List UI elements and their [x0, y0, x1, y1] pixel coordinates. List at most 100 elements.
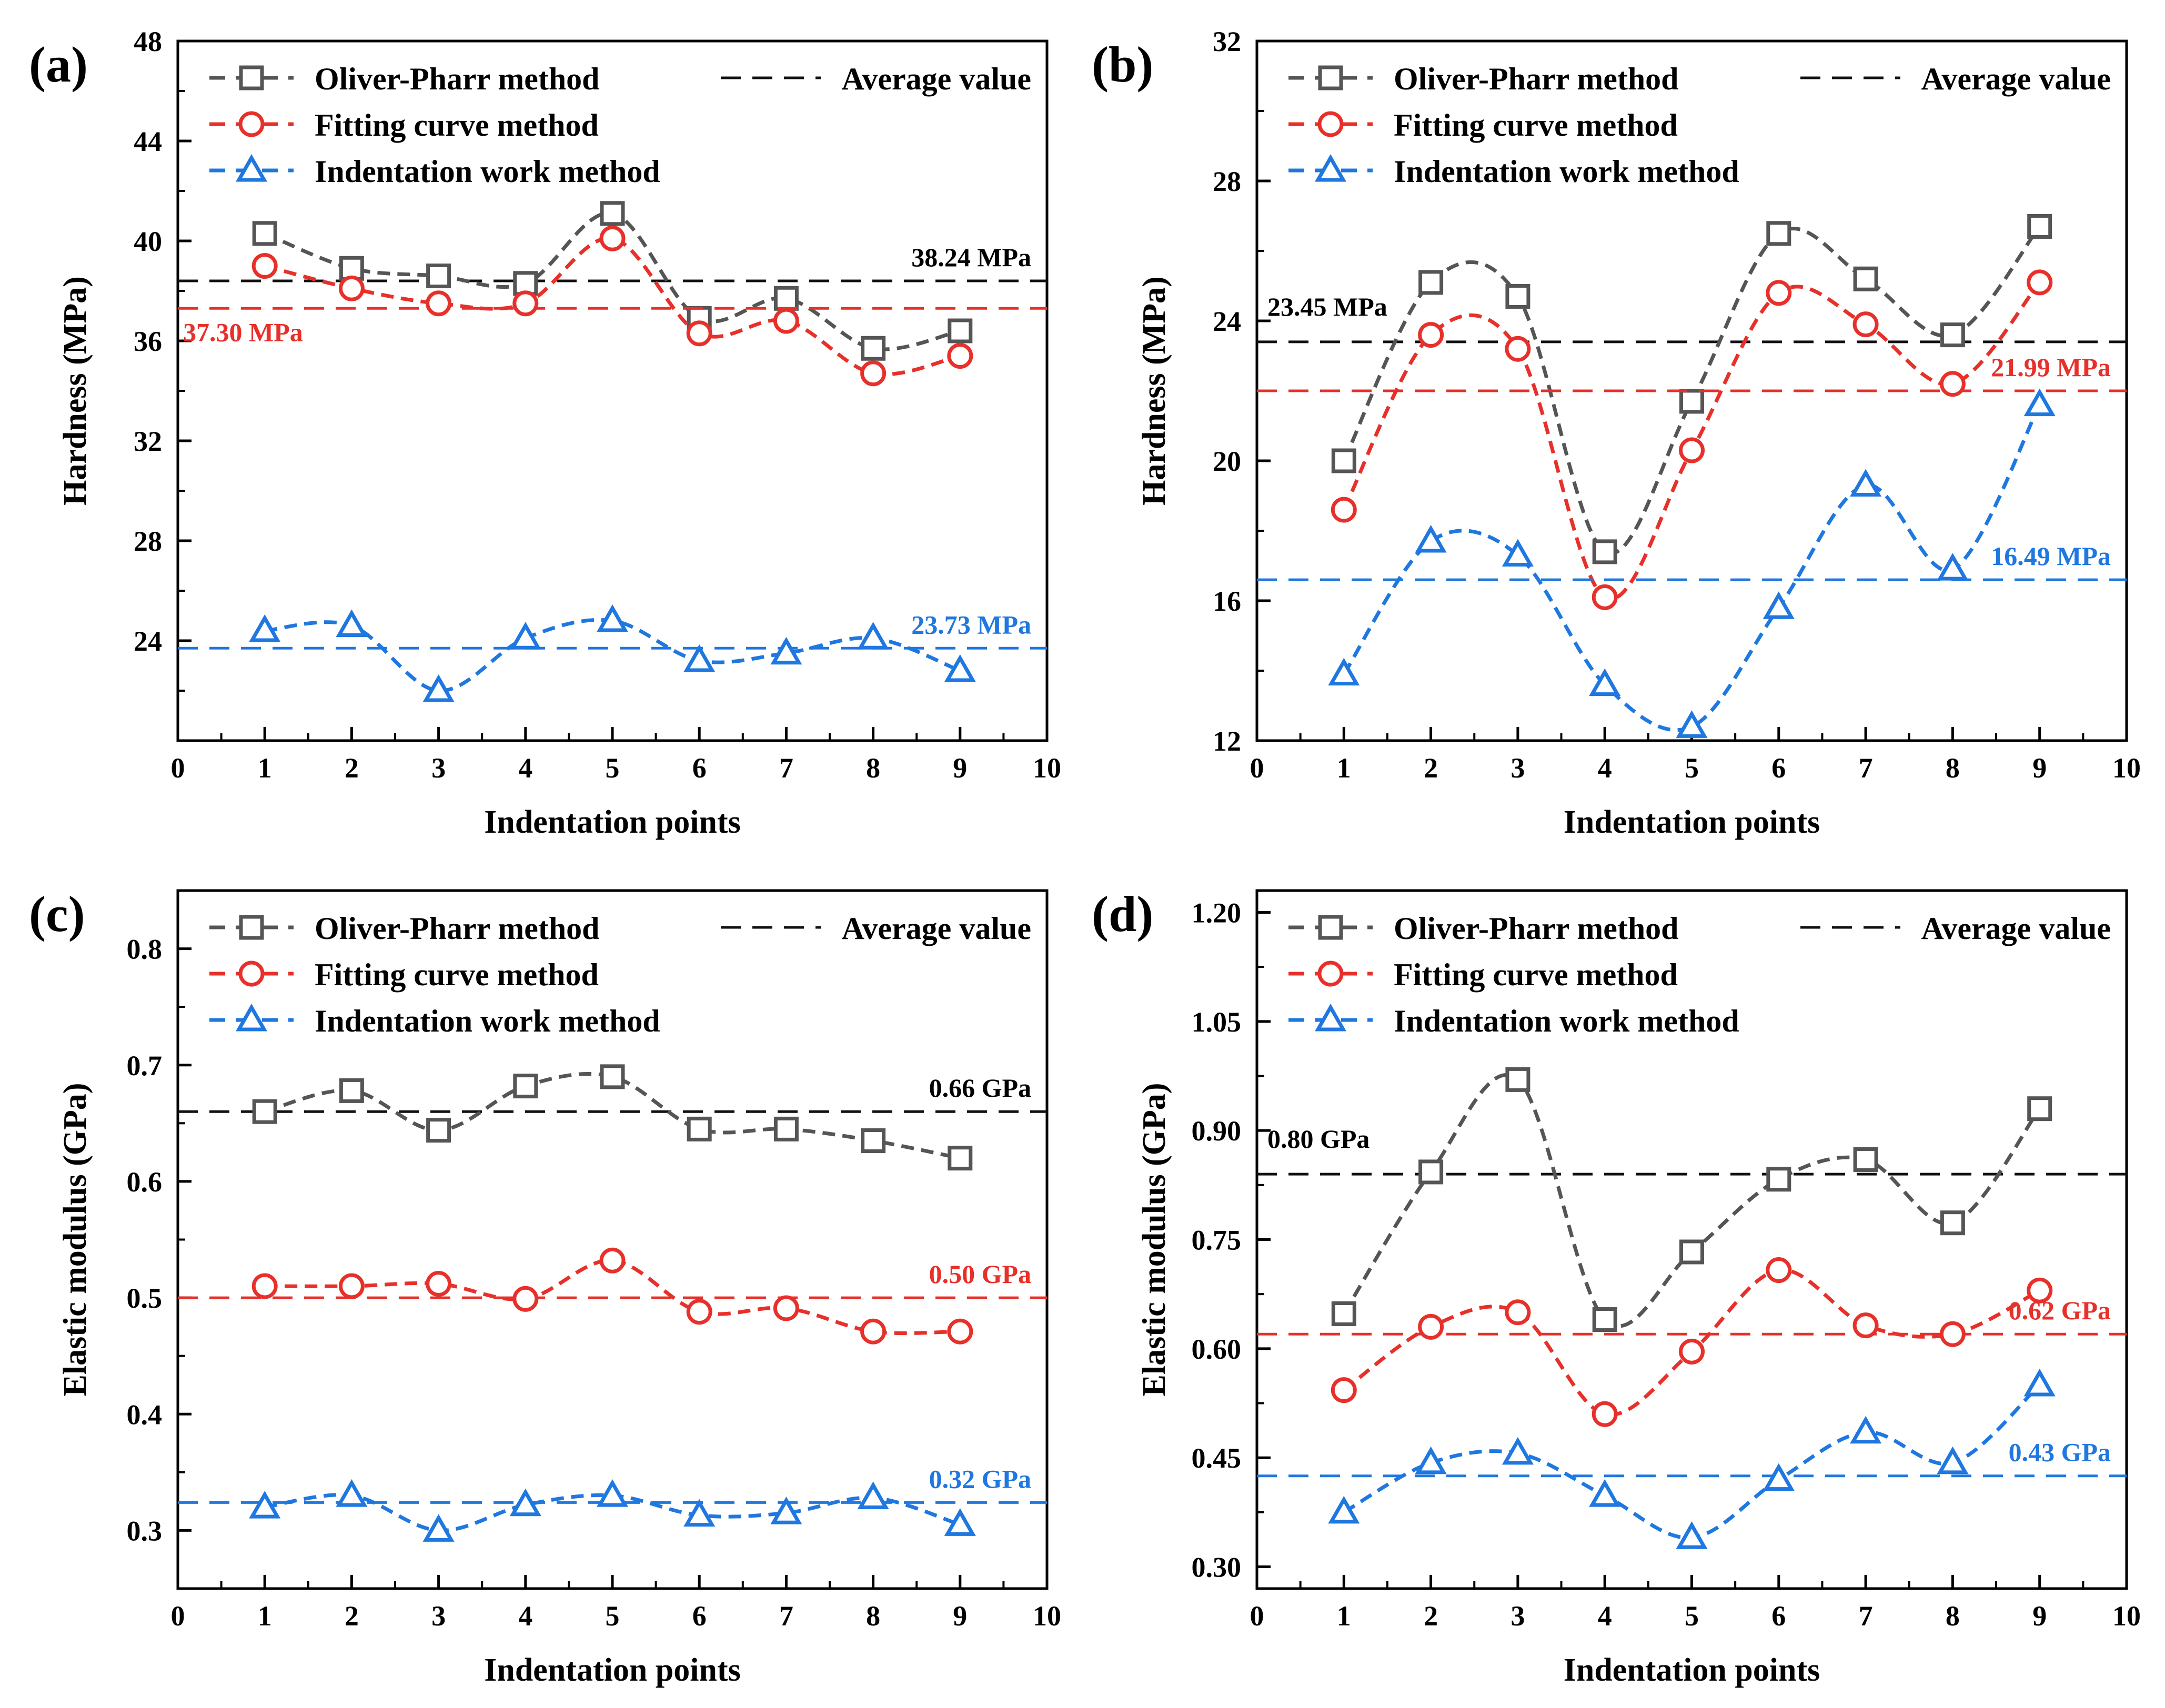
x-tick-label: 3 [1511, 1600, 1525, 1632]
data-point [600, 201, 625, 226]
data-point [338, 1273, 365, 1299]
legend-marker [1317, 961, 1344, 987]
data-point [1589, 1479, 1621, 1507]
legend-entry: Oliver-Pharr method [1288, 911, 1679, 946]
average-value-label: 0.80 GPa [1267, 1124, 1370, 1154]
legend-label: Oliver-Pharr method [315, 911, 600, 946]
data-point [1763, 591, 1795, 619]
y-tick-label: 16 [1213, 585, 1241, 617]
y-tick-label: 36 [134, 326, 162, 357]
data-point [1331, 1377, 1357, 1403]
legend-marker [239, 65, 264, 90]
legend-label: Indentation work method [1394, 1004, 1739, 1038]
data-point [339, 1078, 364, 1103]
x-axis-title: Indentation points [1564, 804, 1820, 840]
x-tick-label: 8 [1946, 752, 1960, 784]
data-point [1853, 266, 1878, 291]
legend-label: Indentation work method [1394, 154, 1739, 189]
y-tick-label: 48 [134, 26, 162, 57]
y-tick-label: 0.7 [127, 1050, 163, 1082]
series-square: 23.45 MPa [1257, 214, 2127, 564]
data-point [1766, 280, 1792, 306]
legend-marker [1314, 1003, 1347, 1032]
data-point [1415, 524, 1447, 553]
data-point [338, 275, 365, 301]
data-point [2023, 1368, 2056, 1397]
y-tick-label: 0.90 [1192, 1115, 1242, 1147]
data-point [773, 308, 799, 334]
legend-label: Oliver-Pharr method [1394, 62, 1679, 96]
legend-label: Average value [1921, 62, 2111, 96]
x-tick-label: 6 [692, 752, 707, 784]
data-point [1850, 1416, 1882, 1444]
x-tick-label: 2 [345, 752, 359, 784]
series-curve [264, 236, 961, 377]
legend-label: Oliver-Pharr method [315, 62, 600, 96]
data-point [1502, 539, 1534, 567]
legend-entry-average: Average value [721, 62, 1031, 96]
y-axis-title: Elastic modulus (GPa) [57, 1083, 93, 1397]
data-point [1592, 539, 1617, 564]
legend-marker [238, 111, 265, 137]
data-point [251, 253, 278, 279]
y-tick-label: 24 [1213, 306, 1241, 337]
data-point [857, 1481, 889, 1509]
series-square: 38.24 MPa [178, 201, 1047, 361]
legend-label: Average value [842, 911, 1031, 946]
x-tick-label: 6 [692, 1600, 707, 1632]
legend-marker [235, 1003, 268, 1032]
data-point [1679, 437, 1705, 463]
data-point [770, 1497, 802, 1524]
data-point [773, 286, 799, 311]
data-point [599, 1247, 626, 1274]
y-tick-label: 0.30 [1192, 1552, 1242, 1583]
data-point [509, 622, 541, 650]
series-curve [1342, 1073, 2041, 1328]
x-tick-label: 0 [1250, 752, 1264, 784]
x-tick-label: 4 [518, 752, 532, 784]
y-tick-label: 40 [134, 226, 162, 257]
data-point [1937, 553, 1969, 581]
data-point [1331, 1301, 1356, 1326]
chart-panel-c: (c) 0 1 2 3 4 5 6 7 8 9 10 0.3 0.4 0.5 0.6 0.7 0.8 Indenta… [29, 886, 1061, 1688]
legend-marker [239, 915, 264, 940]
series-curve [1342, 225, 2041, 555]
series-curve [265, 1258, 960, 1335]
data-point [509, 1488, 541, 1517]
data-point [1331, 448, 1356, 473]
legend-marker [1318, 915, 1343, 940]
data-point [1937, 1446, 1969, 1474]
data-point [1679, 1239, 1704, 1265]
legend-label: Fitting curve method [315, 957, 599, 992]
legend-entry: Indentation work method [209, 154, 660, 189]
legend-entry-average: Average value [1800, 911, 2111, 946]
legend-entry: Oliver-Pharr method [209, 62, 600, 96]
average-value-label: 0.50 GPa [929, 1259, 1031, 1289]
average-value-label: 0.66 GPa [929, 1073, 1031, 1103]
x-tick-label: 8 [1946, 1600, 1960, 1632]
legend-label: Fitting curve method [1394, 957, 1678, 992]
data-point [1328, 658, 1360, 686]
x-tick-label: 5 [1685, 752, 1699, 784]
legend-entry-average: Average value [721, 911, 1031, 946]
data-point [426, 1271, 452, 1297]
data-point [686, 320, 712, 347]
panel-label: (b) [1092, 36, 1153, 93]
x-tick-label: 1 [1337, 752, 1351, 784]
data-point [860, 1318, 887, 1345]
y-axis-title: Hardness (MPa) [1136, 276, 1172, 506]
y-tick-label: 28 [134, 525, 162, 557]
data-point [1679, 1338, 1705, 1365]
data-point [1766, 1167, 1791, 1192]
y-tick-label: 20 [1213, 446, 1241, 477]
data-point [861, 1128, 886, 1154]
data-point [600, 1064, 625, 1089]
y-tick-label: 0.5 [127, 1282, 163, 1314]
data-point [596, 1479, 629, 1507]
average-value-label: 23.73 MPa [911, 610, 1031, 639]
data-point [1679, 389, 1704, 414]
x-tick-label: 10 [2112, 752, 2141, 784]
data-point [773, 1116, 799, 1141]
series-circle: 21.99 MPa [1257, 269, 2127, 610]
